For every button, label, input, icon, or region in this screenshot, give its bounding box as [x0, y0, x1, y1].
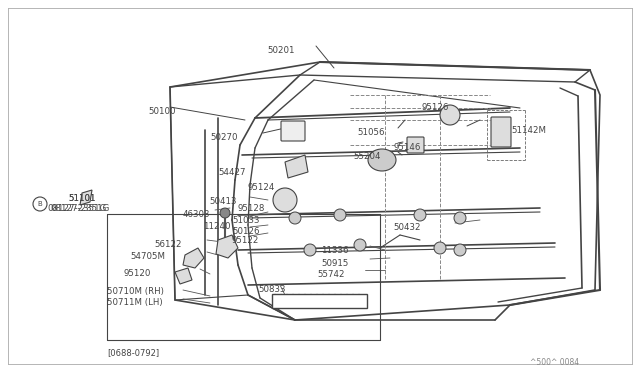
- Text: 56122: 56122: [154, 240, 182, 249]
- Text: 51142M: 51142M: [511, 126, 546, 135]
- Text: 95122: 95122: [232, 236, 259, 245]
- Circle shape: [220, 208, 230, 218]
- FancyBboxPatch shape: [491, 117, 511, 147]
- Text: 11240: 11240: [203, 222, 230, 231]
- Circle shape: [414, 209, 426, 221]
- Text: 55204: 55204: [353, 152, 381, 161]
- Polygon shape: [175, 268, 192, 284]
- Circle shape: [454, 244, 466, 256]
- Text: 51101: 51101: [68, 194, 95, 203]
- Text: 51056: 51056: [357, 128, 385, 137]
- Text: 50833: 50833: [258, 285, 285, 294]
- Text: 50100: 50100: [148, 107, 175, 116]
- Circle shape: [273, 188, 297, 212]
- Text: 95128: 95128: [237, 204, 264, 213]
- Text: 50201: 50201: [268, 46, 295, 55]
- Text: 50915: 50915: [321, 259, 348, 268]
- Polygon shape: [216, 235, 238, 258]
- Text: 51101: 51101: [68, 194, 95, 203]
- Text: ^500^ 0084: ^500^ 0084: [530, 358, 579, 367]
- Text: 50413: 50413: [209, 197, 237, 206]
- FancyBboxPatch shape: [272, 294, 367, 308]
- FancyBboxPatch shape: [407, 137, 424, 153]
- Circle shape: [354, 239, 366, 251]
- Ellipse shape: [368, 149, 396, 171]
- Text: 50711M (LH): 50711M (LH): [107, 298, 163, 307]
- Text: [0688-0792]: [0688-0792]: [107, 348, 159, 357]
- Circle shape: [434, 242, 446, 254]
- Text: 95126: 95126: [421, 103, 449, 112]
- Text: 50126: 50126: [232, 227, 259, 236]
- Text: 95146: 95146: [394, 143, 421, 152]
- Circle shape: [440, 105, 460, 125]
- Text: 11336: 11336: [321, 246, 349, 255]
- Text: 50432: 50432: [393, 223, 420, 232]
- Text: B: B: [38, 201, 42, 207]
- Text: 08127-2351G: 08127-2351G: [50, 204, 109, 213]
- Text: 54705M: 54705M: [130, 252, 165, 261]
- Polygon shape: [80, 190, 92, 205]
- Polygon shape: [285, 155, 308, 178]
- Circle shape: [304, 244, 316, 256]
- Polygon shape: [183, 248, 204, 268]
- Text: 50270: 50270: [210, 133, 237, 142]
- Circle shape: [334, 209, 346, 221]
- Text: 51033: 51033: [232, 216, 259, 225]
- Text: 95124: 95124: [247, 183, 275, 192]
- FancyBboxPatch shape: [281, 121, 305, 141]
- Text: 46303: 46303: [183, 210, 211, 219]
- Text: 08127-2351G: 08127-2351G: [47, 204, 106, 213]
- Circle shape: [289, 212, 301, 224]
- Text: 55742: 55742: [317, 270, 344, 279]
- Text: 95120: 95120: [124, 269, 152, 278]
- Circle shape: [454, 212, 466, 224]
- Text: 54427: 54427: [218, 168, 246, 177]
- Text: 50710M (RH): 50710M (RH): [107, 287, 164, 296]
